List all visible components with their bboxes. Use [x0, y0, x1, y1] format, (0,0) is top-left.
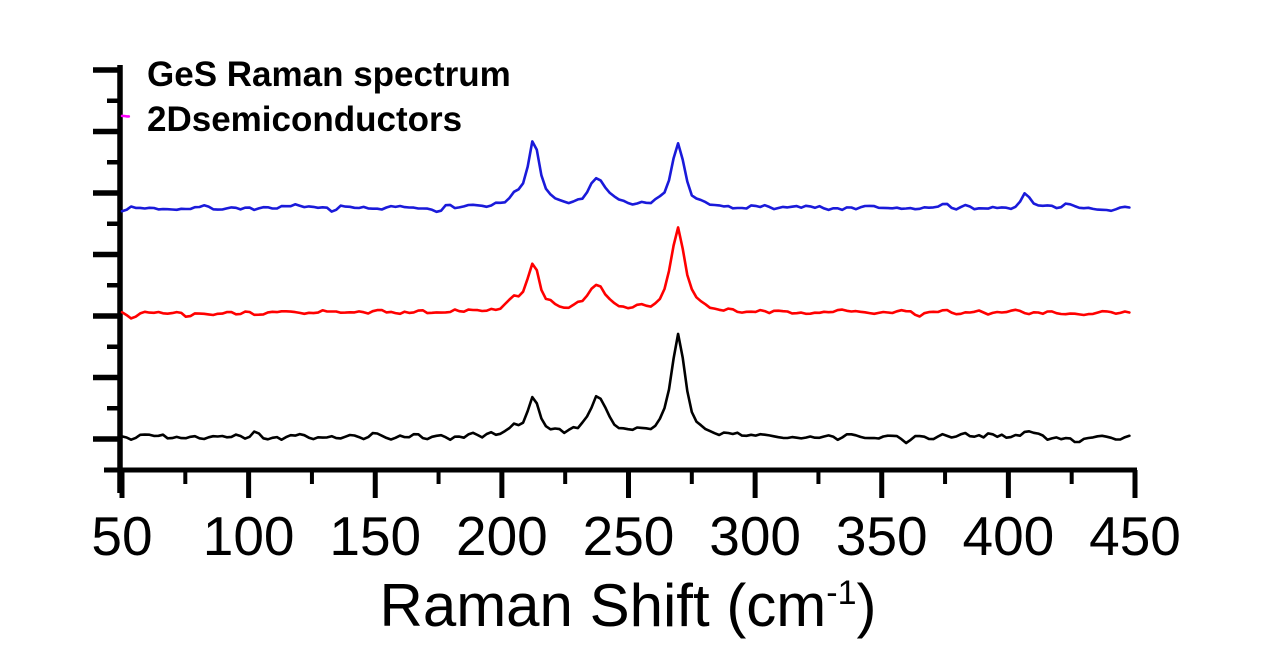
- spectrum-fragment-magenta: [120, 114, 131, 118]
- spectrum-bottom-black: [120, 332, 1131, 445]
- x-tick-label: 450: [1089, 505, 1181, 567]
- x-tick-label: 100: [202, 505, 295, 567]
- annotation-block: GeS Raman spectrum 2Dsemiconductors: [147, 52, 511, 142]
- annotation-line1: GeS Raman spectrum: [147, 55, 511, 94]
- x-tick-label: 50: [91, 505, 153, 567]
- x-tick-label: 200: [455, 505, 548, 567]
- spectra-traces: [120, 114, 1131, 445]
- x-tick-label: 150: [329, 505, 422, 567]
- spectrum-top-blue: [120, 140, 1131, 214]
- axes: [93, 65, 1138, 498]
- annotation-line2: 2Dsemiconductors: [147, 100, 463, 139]
- x-tick-label: 350: [835, 505, 928, 567]
- x-tick-label: 300: [709, 505, 802, 567]
- x-tick-label: 400: [962, 505, 1055, 567]
- x-axis-title-superscript: -1: [826, 574, 857, 612]
- x-axis-title-text: Raman Shift (cm: [379, 572, 827, 639]
- x-axis-title: Raman Shift (cm-1): [380, 570, 877, 642]
- x-axis-title-suffix: ): [856, 572, 877, 639]
- spectrum-middle-red: [120, 226, 1131, 320]
- x-tick-label: 250: [582, 505, 675, 567]
